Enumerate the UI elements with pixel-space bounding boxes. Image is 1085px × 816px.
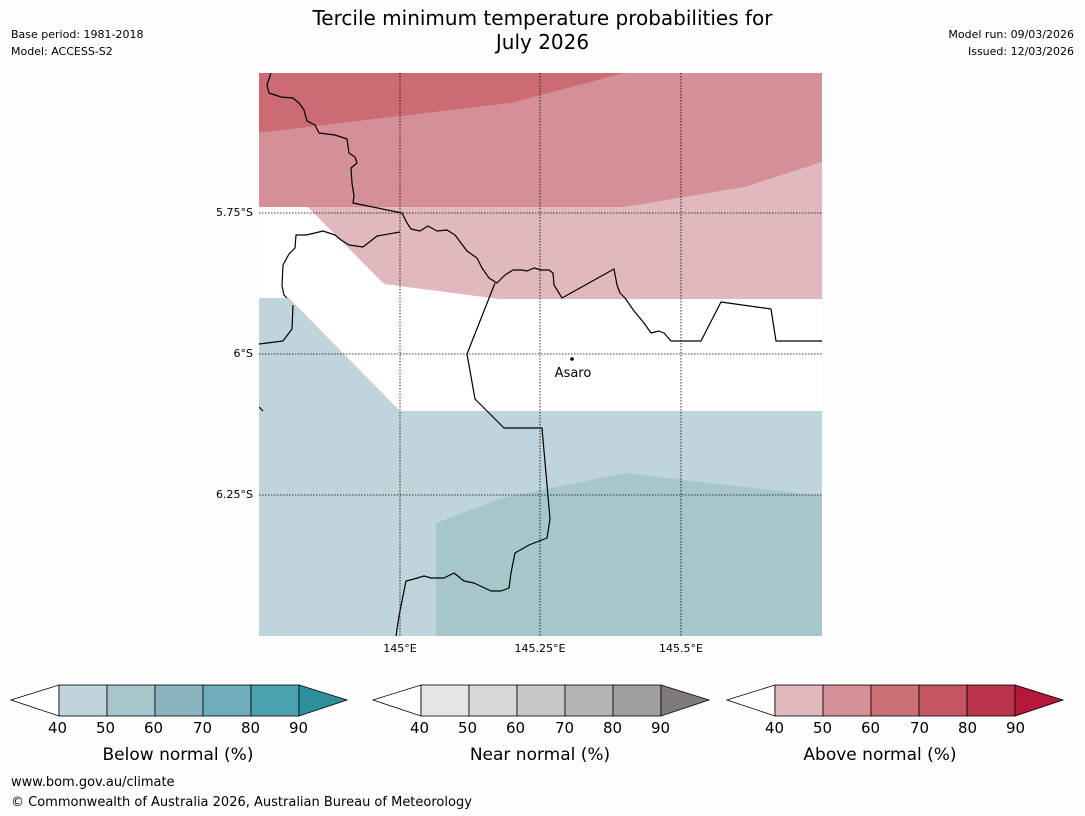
colorbar-near-segment-40 [420,684,470,717]
lat-label-5-75: 5.75°S [216,206,253,219]
colorbar-below-segment-60 [154,684,204,717]
lat-label-6-25: 6.25°S [216,488,253,501]
lon-label-145: 145°E [383,642,417,655]
colorbar-above-segment-50 [822,684,872,717]
colorbar-near-label: Near normal (%) [469,745,611,765]
footer-copyright: © Commonwealth of Australia 2026, Austra… [11,795,472,810]
colorbar-near-min-arrow [372,684,422,717]
colorbar-near-segments [420,684,662,717]
lon-label-145-25: 145.25°E [514,642,566,655]
near-tick-90: 90 [651,719,671,737]
boundaries [259,73,822,636]
graticule [259,73,822,636]
colorbar-below-segment-80 [250,684,300,717]
colorbar-above-segment-70 [918,684,968,717]
above-tick-40: 40 [765,719,785,737]
above-tick-60: 60 [861,719,881,737]
near-tick-70: 70 [555,719,575,737]
colorbar-below-max-arrow [298,684,349,717]
colorbar-below-min-arrow [10,684,60,717]
colorbar-near-segment-60 [516,684,566,717]
colorbar-below-segments [58,684,300,717]
meta-left: Base period: 1981-2018 Model: ACCESS-S2 [11,26,143,60]
below-tick-40: 40 [48,719,68,737]
above-50-region [259,162,822,299]
west-boundary-upper [281,230,401,299]
colorbar-below-segment-50 [106,684,156,717]
colorbar-above-segment-80 [966,684,1016,717]
colorbar-above-normal [726,684,1065,717]
above-tick-80: 80 [958,719,978,737]
meta-right: Model run: 09/03/2026 Issued: 12/03/2026 [948,26,1074,60]
west-boundary-fragment [259,406,264,412]
province-boundary [266,73,822,342]
colorbar-near-segment-70 [564,684,614,717]
colorbar-near-normal [372,684,711,717]
near-tick-40: 40 [410,719,430,737]
colorbar-above-segment-60 [870,684,920,717]
colorbar-near-max-arrow [660,684,711,717]
district-boundary [395,282,551,636]
near-tick-80: 80 [603,719,623,737]
probability-map: Asaro [259,73,822,636]
model-name: Model: ACCESS-S2 [11,45,113,58]
west-boundary-lower [259,304,294,345]
colorbar-near-segment-80 [612,684,662,717]
above-tick-70: 70 [910,719,930,737]
colorbar-above-min-arrow [726,684,776,717]
below-tick-70: 70 [193,719,213,737]
below-60-region [436,473,822,636]
above-70-region [259,73,625,133]
lon-label-145-5: 145.5°E [659,642,703,655]
above-tick-90: 90 [1006,719,1026,737]
colorbar-above-segments [774,684,1016,717]
issued-date: Issued: 12/03/2026 [967,45,1074,58]
title-line-1: Tercile minimum temperature probabilitie… [312,6,773,30]
near-tick-50: 50 [458,719,478,737]
below-tick-80: 80 [241,719,261,737]
base-period: Base period: 1981-2018 [11,28,144,41]
colorbar-above-label: Above normal (%) [803,745,957,765]
asaro-marker [570,357,574,361]
colorbar-below-segment-70 [202,684,252,717]
colorbar-above-segment-40 [774,684,824,717]
colorbar-below-normal [10,684,349,717]
above-tick-50: 50 [813,719,833,737]
below-tick-60: 60 [144,719,164,737]
colorbar-below-segment-40 [58,684,108,717]
footer-url: www.bom.gov.au/climate [11,775,175,790]
model-run: Model run: 09/03/2026 [948,28,1074,41]
below-tick-90: 90 [289,719,309,737]
near-tick-60: 60 [506,719,526,737]
title-line-2: July 2026 [495,30,590,54]
asaro-label: Asaro [555,366,592,381]
below-tick-50: 50 [96,719,116,737]
colorbar-above-max-arrow [1014,684,1065,717]
colorbar-near-segment-50 [468,684,518,717]
colorbar-below-label: Below normal (%) [102,745,254,765]
lat-label-6: 6°S [233,347,253,360]
map-title: Tercile minimum temperature probabilitie… [0,6,1085,54]
